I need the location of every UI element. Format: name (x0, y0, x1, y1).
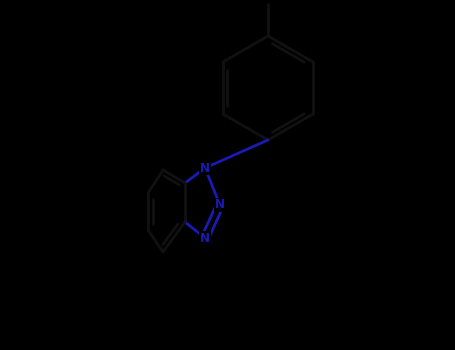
Text: N: N (215, 198, 225, 211)
Text: N: N (200, 161, 210, 175)
Text: N: N (200, 231, 210, 245)
